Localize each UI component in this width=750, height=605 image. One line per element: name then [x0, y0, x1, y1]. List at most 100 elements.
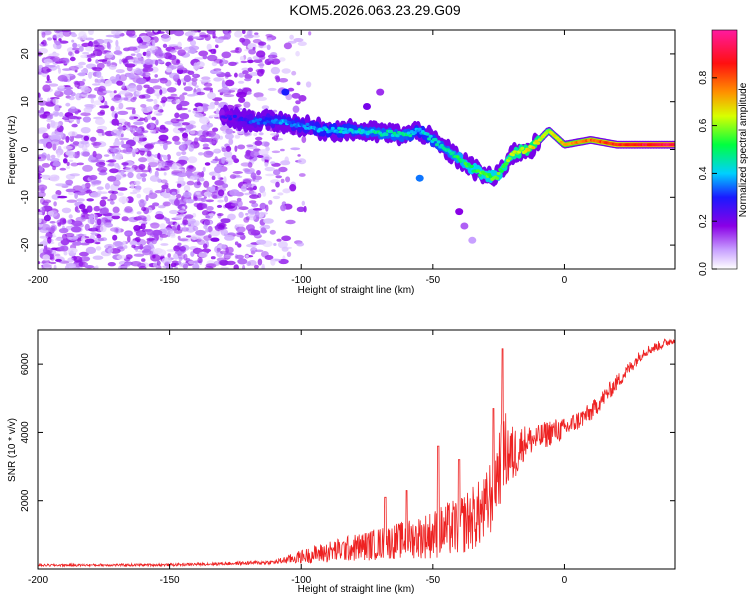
spectrogram-noise-blob — [181, 227, 190, 232]
spectrogram-noise-blob — [237, 258, 248, 265]
spectrogram-ridge-core — [477, 173, 482, 177]
spectrogram-noise-blob — [142, 67, 154, 72]
spectrogram-noise-blob — [272, 195, 281, 200]
spectrogram-noise-blob — [289, 184, 297, 192]
spectrogram-noise-blob — [247, 214, 257, 221]
spectrogram-noise-blob — [71, 47, 81, 51]
spectrogram-noise-blob — [247, 228, 257, 236]
spectrogram-noise-blob — [225, 79, 235, 87]
spectrogram-noise-blob — [145, 88, 156, 95]
spectrogram-noise-blob — [58, 228, 69, 234]
spectrogram-noise-blob — [124, 63, 136, 68]
spectrogram-noise-blob — [221, 147, 227, 152]
spectrogram-noise-blob — [224, 71, 231, 78]
spectrogram-noise-blob — [52, 34, 61, 39]
spectrogram-noise-blob — [188, 165, 194, 169]
spectrogram-noise-blob — [52, 98, 59, 105]
spectrogram-noise-blob — [50, 139, 60, 146]
spectrogram-noise-blob — [263, 156, 273, 160]
spectrogram-ridge-core — [469, 164, 474, 168]
spectrogram-ridge-core — [255, 118, 259, 122]
spectrogram-noise-blob — [235, 254, 245, 259]
spectrogram-noise-blob — [253, 185, 257, 191]
spectrogram-noise-blob — [186, 30, 196, 37]
spectrogram-noise-blob — [172, 96, 180, 100]
spectrogram-noise-blob — [218, 260, 227, 266]
spectrogram-noise-blob — [106, 41, 111, 49]
spectrogram-noise-blob — [203, 196, 207, 199]
spectrogram-noise-blob — [213, 70, 222, 75]
spectrogram-noise-blob — [164, 262, 171, 267]
spectrogram-noise-blob — [38, 100, 48, 106]
colorbar-tick-label: 0.2 — [698, 214, 709, 228]
spectrogram-noise-blob — [53, 264, 57, 269]
spectrogram-noise-blob — [207, 191, 211, 198]
spectrogram-noise-blob — [110, 129, 122, 137]
spectrogram-noise-blob — [238, 97, 246, 103]
spectrogram-noise-blob — [146, 124, 151, 129]
spectrogram-noise-blob — [136, 135, 148, 139]
spectrogram-noise-blob — [117, 192, 124, 197]
spectrogram-noise-blob — [118, 125, 124, 132]
spectrogram-noise-blob — [166, 154, 171, 161]
spectrogram-ridge-core — [340, 127, 345, 131]
colorbar-gradient — [711, 29, 738, 270]
spectrogram-noise-blob — [240, 185, 248, 192]
spectrogram-noise-blob — [45, 80, 53, 84]
spectrogram-noise-blob — [225, 247, 230, 254]
spectrogram-noise-blob — [118, 102, 124, 110]
spectrogram-noise-blob — [47, 210, 54, 216]
spectrogram-noise-blob — [146, 156, 155, 163]
spectrogram-noise-blob — [68, 159, 74, 162]
spectrogram-noise-blob — [141, 106, 151, 114]
spectrogram-feature-blob — [415, 174, 424, 182]
spectrogram-noise-blob — [254, 140, 263, 146]
spectrogram-noise-blob — [202, 146, 211, 150]
spectrogram-noise-blob — [265, 33, 273, 38]
spectrogram-noise-blob — [275, 181, 280, 188]
spectrogram-noise-blob — [297, 154, 301, 157]
spectrogram-ridge-core — [395, 134, 400, 138]
spectrogram-noise-blob — [109, 200, 115, 205]
spectrogram-noise-blob — [284, 156, 290, 164]
spectrogram-noise-blob — [177, 107, 188, 111]
spectrogram-noise-blob — [148, 78, 160, 84]
spectrogram-noise-blob — [278, 166, 288, 173]
spectrogram-noise-blob — [113, 50, 123, 55]
spectrogram-noise-blob — [86, 54, 96, 58]
spectrogram-noise-blob — [126, 85, 138, 92]
spectrogram-noise-blob — [49, 158, 60, 162]
spectrogram-noise-blob — [212, 97, 223, 102]
spectrogram-noise-blob — [253, 59, 263, 63]
spectrogram-xtick-label: 0 — [562, 275, 568, 286]
spectrogram-noise-blob — [38, 191, 46, 198]
spectrogram-ridge-core — [531, 146, 536, 150]
spectrogram-noise-blob — [223, 176, 227, 184]
spectrogram-noise-blob — [149, 122, 155, 130]
spectrogram-noise-blob — [236, 232, 245, 236]
spectrogram-noise-blob — [171, 260, 179, 264]
spectrogram-ridge-core — [294, 124, 299, 128]
spectrogram-noise-blob — [209, 230, 221, 237]
spectrogram-noise-blob — [218, 222, 227, 228]
spectrogram-noise-blob — [216, 108, 219, 115]
spectrogram-noise-blob — [273, 243, 277, 246]
snr-panel: -200 -150 -100 -50 0 2000 4000 6000 Height of s… — [7, 329, 676, 595]
spectrogram-noise-blob — [207, 92, 216, 100]
spectrogram-noise-blob — [105, 51, 114, 59]
spectrogram-noise-blob — [138, 265, 147, 269]
colorbar-tick-label: 0.0 — [698, 262, 709, 276]
spectrogram-noise-blob — [99, 109, 105, 115]
spectrogram-noise-blob — [155, 119, 159, 126]
spectrogram-noise-blob — [132, 96, 137, 100]
spectrogram-noise-blob — [90, 232, 97, 235]
spectrogram-noise-blob — [54, 104, 61, 112]
spectrogram-noise-blob — [179, 246, 186, 252]
spectrogram-noise-blob — [224, 230, 229, 235]
spectrogram-noise-blob — [67, 219, 72, 225]
spectrogram-noise-blob — [121, 143, 131, 149]
spectrogram-noise-blob — [216, 204, 223, 208]
spectrogram-noise-blob — [256, 78, 260, 84]
spectrogram-noise-blob — [70, 162, 79, 167]
spectrogram-feature-blob — [460, 222, 469, 230]
